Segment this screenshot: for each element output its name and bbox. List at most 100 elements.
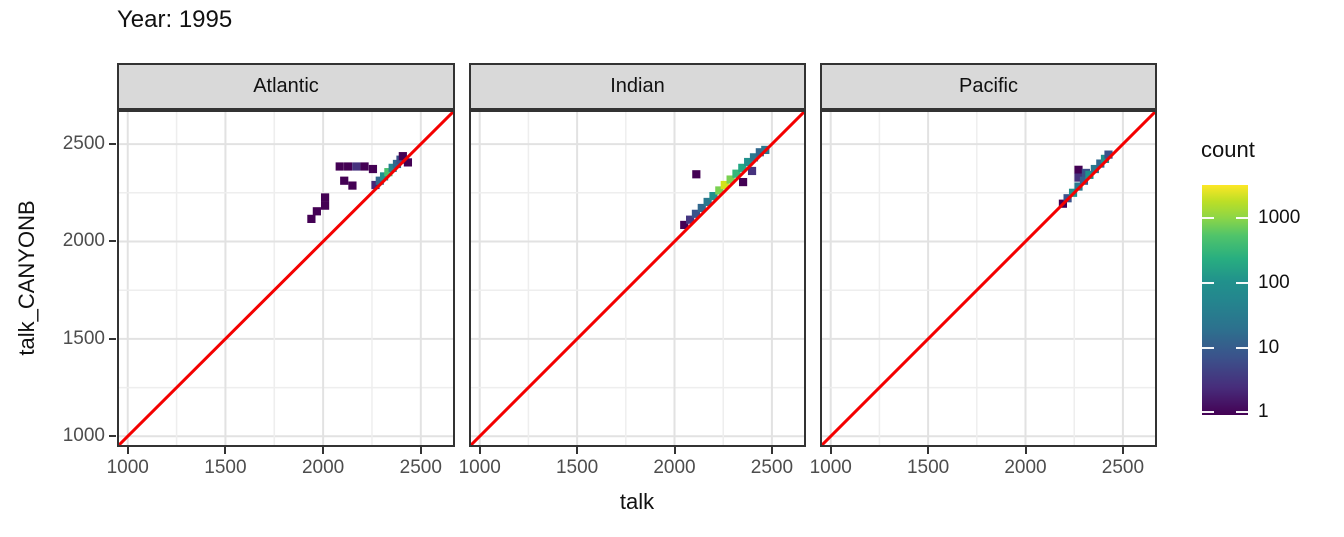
bin	[686, 215, 695, 224]
bin	[1074, 173, 1083, 182]
legend-tick-mark	[1236, 411, 1248, 414]
x-tick-label: 1500	[906, 457, 950, 478]
x-tick-mark	[126, 447, 129, 454]
panel-atlantic	[117, 110, 455, 447]
bin	[1096, 159, 1105, 168]
x-tick-label: 2500	[750, 457, 794, 478]
y-tick-mark	[109, 435, 116, 438]
y-axis-title: talk_CANYONB	[14, 200, 39, 356]
legend-tick-label: 1	[1258, 401, 1269, 423]
x-tick-label: 2500	[1101, 457, 1145, 478]
facet-strip-indian: Indian	[469, 63, 806, 110]
legend-colorbar	[1202, 185, 1248, 415]
legend-tick-mark	[1202, 411, 1214, 414]
bin	[1079, 176, 1089, 185]
x-tick-label: 1500	[204, 457, 247, 478]
x-tick-mark	[673, 447, 676, 454]
bin	[747, 166, 757, 176]
x-tick-mark	[927, 447, 930, 454]
y-tick-mark	[109, 240, 116, 243]
bin	[384, 168, 393, 177]
x-tick-mark	[1121, 447, 1124, 454]
bin	[320, 193, 330, 202]
y-tick-label: 1000	[62, 425, 105, 447]
x-tick-label: 1500	[555, 457, 599, 478]
bin	[1100, 154, 1110, 163]
bin2d-layer	[307, 152, 413, 223]
bin	[371, 180, 380, 190]
legend-tick-label: 10	[1258, 337, 1280, 359]
x-tick-mark	[576, 447, 579, 454]
bin	[348, 181, 357, 190]
bin	[1085, 170, 1094, 179]
bin	[320, 201, 330, 210]
bin	[368, 164, 378, 174]
bin	[749, 153, 759, 162]
bin	[744, 157, 753, 167]
bin	[307, 214, 316, 223]
grid	[469, 110, 806, 447]
legend-tick-mark	[1202, 347, 1214, 350]
panel-border	[117, 110, 455, 447]
y-tick-mark	[109, 337, 116, 340]
legend-tick-mark	[1202, 216, 1214, 219]
bin	[738, 177, 748, 187]
x-tick-label: 1000	[458, 457, 501, 478]
bin	[732, 169, 741, 178]
identity-line	[820, 110, 1157, 447]
x-tick-mark	[224, 447, 227, 454]
bin	[691, 209, 701, 218]
bin	[738, 163, 747, 172]
bin	[755, 148, 764, 157]
y-tick-label: 2500	[62, 133, 105, 155]
bin	[715, 186, 724, 195]
panel-border	[469, 110, 806, 447]
grid	[117, 110, 455, 447]
panel-border	[820, 110, 1157, 447]
bin	[720, 180, 729, 190]
x-tick-label: 2000	[301, 457, 345, 478]
x-tick-mark	[322, 447, 325, 454]
bin	[352, 162, 361, 171]
bin	[1074, 165, 1083, 174]
x-tick-mark	[1024, 447, 1027, 454]
x-tick-mark	[478, 447, 481, 454]
y-tick-label: 1500	[62, 327, 105, 349]
x-axis-title: talk	[619, 489, 655, 514]
y-tick-mark	[109, 143, 116, 146]
bin2d-layer	[680, 145, 770, 230]
legend-tick-mark	[1236, 281, 1248, 284]
bin	[709, 192, 718, 201]
bin	[697, 203, 706, 213]
bin	[726, 175, 735, 184]
bin	[375, 176, 384, 185]
bin	[335, 162, 344, 171]
bin	[379, 172, 389, 181]
x-tick-mark	[770, 447, 773, 454]
y-tick-label: 2000	[62, 230, 105, 252]
legend-tick-mark	[1202, 281, 1214, 284]
x-tick-label: 2500	[399, 457, 442, 478]
bin	[703, 197, 712, 207]
x-tick-mark	[829, 447, 832, 454]
x-tick-mark	[419, 447, 422, 454]
bin	[340, 176, 349, 185]
bin	[1104, 150, 1113, 159]
bin	[392, 159, 402, 169]
identity-line	[117, 110, 455, 447]
legend-tick-label: 100	[1258, 271, 1290, 293]
bin	[692, 170, 701, 179]
legend-tick-mark	[1236, 216, 1248, 219]
panel-pacific	[820, 110, 1157, 447]
x-tick-label: 2000	[653, 457, 696, 478]
facet-strip-atlantic: Atlantic	[117, 63, 455, 110]
bin	[312, 207, 321, 216]
legend-tick-label: 1000	[1258, 206, 1301, 228]
bin	[344, 162, 353, 171]
plot-title: Year: 1995	[117, 6, 233, 33]
bin	[1090, 164, 1099, 174]
bin	[398, 152, 407, 161]
panel-indian	[469, 110, 806, 447]
identity-line	[469, 110, 806, 447]
